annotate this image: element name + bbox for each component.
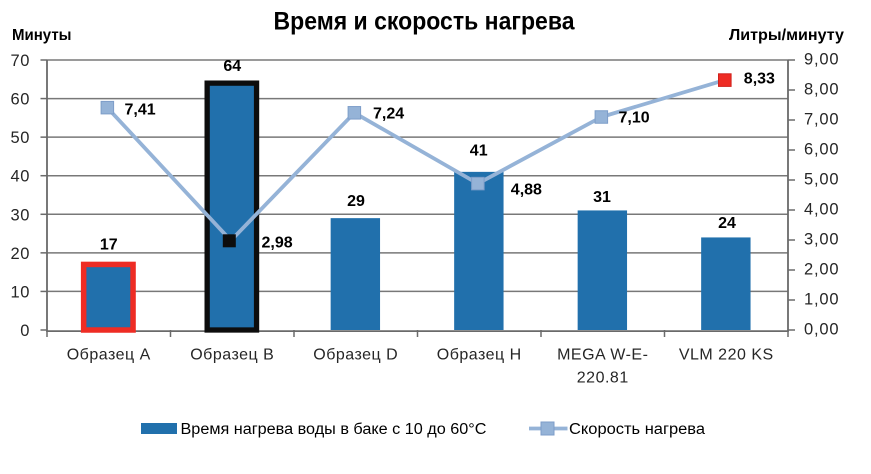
svg-text:29: 29	[347, 193, 365, 210]
svg-text:Время нагрева воды в баке с 10: Время нагрева воды в баке с 10 до 60°С	[181, 421, 487, 438]
svg-text:60: 60	[10, 91, 30, 109]
svg-text:Минуты: Минуты	[12, 27, 72, 44]
svg-text:1,00: 1,00	[804, 291, 839, 309]
svg-text:2,00: 2,00	[804, 261, 839, 279]
svg-text:0,00: 0,00	[804, 321, 839, 339]
svg-text:70: 70	[10, 52, 30, 70]
svg-text:VLM 220 KS: VLM 220 KS	[679, 347, 774, 364]
svg-text:7,41: 7,41	[125, 101, 156, 118]
svg-text:7,24: 7,24	[373, 105, 404, 122]
svg-text:MEGA W-E-: MEGA W-E-	[557, 347, 648, 364]
svg-text:17: 17	[100, 237, 118, 254]
svg-text:4,00: 4,00	[804, 201, 839, 219]
svg-text:40: 40	[10, 168, 30, 186]
svg-text:3,00: 3,00	[804, 231, 839, 249]
svg-text:7,00: 7,00	[804, 111, 839, 129]
svg-text:6,00: 6,00	[804, 141, 839, 159]
svg-text:9,00: 9,00	[804, 51, 839, 69]
svg-text:10: 10	[10, 283, 30, 301]
svg-text:30: 30	[10, 206, 30, 224]
svg-text:Образец H: Образец H	[437, 347, 522, 364]
svg-text:8,33: 8,33	[744, 71, 775, 88]
svg-text:4,88: 4,88	[511, 182, 542, 199]
svg-text:7,10: 7,10	[619, 109, 650, 126]
svg-text:64: 64	[223, 58, 241, 75]
svg-text:31: 31	[593, 189, 611, 206]
svg-text:Образец B: Образец B	[190, 347, 274, 364]
svg-text:Время и скорость нагрева: Время и скорость нагрева	[274, 8, 576, 36]
svg-text:0: 0	[20, 322, 30, 340]
svg-text:20: 20	[10, 245, 30, 263]
svg-text:5,00: 5,00	[804, 171, 839, 189]
svg-text:Образец D: Образец D	[313, 347, 398, 364]
svg-text:8,00: 8,00	[804, 81, 839, 99]
svg-text:220.81: 220.81	[577, 370, 629, 387]
svg-text:Образец A: Образец A	[67, 347, 151, 364]
svg-text:2,98: 2,98	[262, 234, 293, 251]
svg-text:24: 24	[718, 215, 736, 232]
svg-text:Литры/минуту: Литры/минуту	[729, 27, 844, 44]
svg-text:Скорость нагрева: Скорость нагрева	[569, 421, 705, 438]
svg-text:50: 50	[10, 129, 30, 147]
svg-text:41: 41	[470, 143, 488, 160]
